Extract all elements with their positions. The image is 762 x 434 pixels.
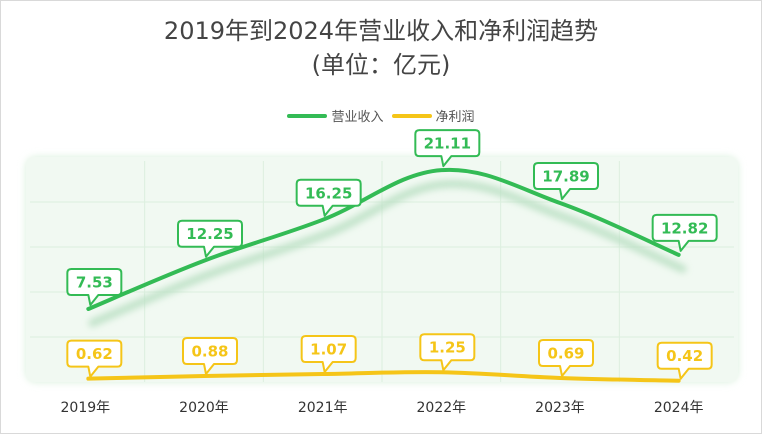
data-label-text: 12.82 [661,219,708,237]
data-label-text: 1.07 [310,341,347,359]
legend-swatch-revenue [287,113,328,118]
chart-title: 2019年到2024年营业收入和净利润趋势 [163,17,599,45]
x-tick-label: 2023年 [535,400,585,416]
data-label-bubble [66,267,123,306]
data-label-revenue: 12.82 [651,213,718,252]
x-tick-label: 2024年 [654,400,704,416]
data-label-revenue: 17.89 [533,162,599,201]
data-label-revenue: 12.25 [177,219,243,258]
data-label-text: 17.89 [542,168,589,186]
data-label-revenue: 7.53 [66,267,123,306]
data-label-bubble [533,162,599,201]
data-label-text: 7.53 [76,273,113,291]
data-label-profit: 0.62 [66,339,123,378]
series-shadow-revenue [88,179,687,327]
legend-item-revenue[interactable]: 营业收入 [287,106,384,125]
legend-label-revenue: 营业收入 [331,110,384,125]
data-label-text: 0.88 [191,343,228,361]
chart-subtitle: (单位：亿元) [311,51,451,79]
series-line-revenue [86,167,681,311]
data-label-text: 12.25 [186,225,233,243]
x-tick-label: 2021年 [298,400,348,416]
data-label-bubble [177,219,243,258]
data-label-text: 16.25 [305,184,352,202]
data-label-bubble [300,335,357,374]
data-label-text: 21.11 [424,135,471,153]
data-label-bubble [419,333,476,372]
data-label-profit: 0.69 [538,338,594,377]
data-label-revenue: 21.11 [414,129,481,168]
data-label-bubble [295,178,362,217]
x-tick-label: 2020年 [179,400,229,416]
series-line-profit [86,370,681,383]
data-label-revenue: 16.25 [295,178,362,217]
data-label-text: 0.62 [76,345,113,363]
data-label-profit: 1.07 [300,335,357,374]
data-label-bubble [66,339,123,378]
x-tick-label: 2022年 [417,400,467,416]
data-label-bubble [651,213,718,252]
data-label-bubble [538,338,594,377]
legend-label-profit: 净利润 [435,110,475,125]
x-tick-label: 2019年 [61,400,111,416]
data-label-profit: 0.42 [656,341,713,380]
data-label-bubble [414,129,481,168]
data-label-bubble [656,341,713,380]
data-label-text: 0.69 [547,344,584,362]
data-label-profit: 1.25 [419,333,476,372]
data-label-text: 0.42 [666,347,703,365]
data-label-bubble [182,337,238,375]
legend: 营业收入 净利润 [0,106,762,125]
legend-swatch-profit [391,113,432,118]
data-label-text: 1.25 [429,339,466,357]
data-label-profit: 0.88 [182,337,238,375]
legend-item-profit[interactable]: 净利润 [391,106,475,125]
